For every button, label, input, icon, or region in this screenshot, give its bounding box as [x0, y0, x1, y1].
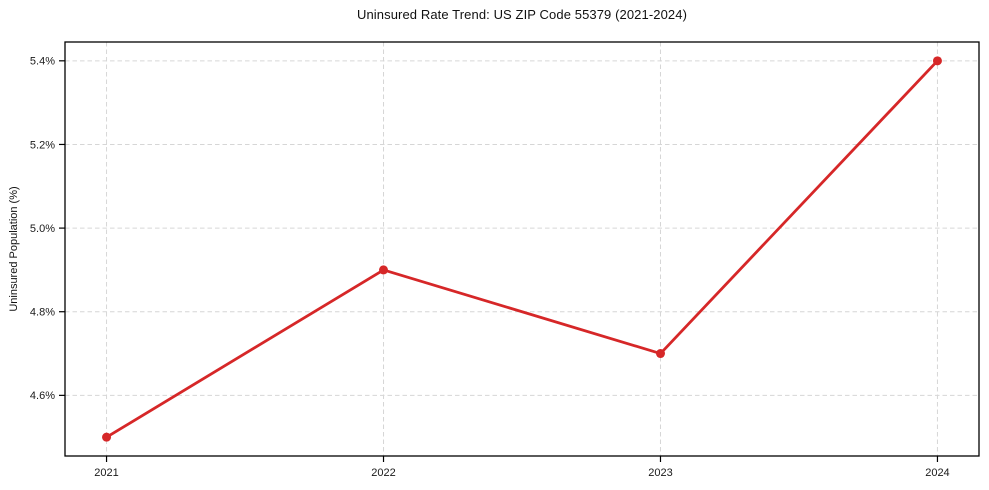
- data-point-marker: [102, 432, 112, 442]
- data-point-marker: [932, 56, 942, 66]
- trend-line: [105, 59, 939, 439]
- y-tick-label: 4.6%: [30, 390, 55, 402]
- y-axis-label: Uninsured Population (%): [8, 186, 20, 312]
- x-tick-label: 2022: [371, 467, 395, 479]
- x-tick-label: 2021: [94, 467, 118, 479]
- data-point-marker: [379, 265, 389, 275]
- data-point-marker: [655, 349, 665, 359]
- x-tick-label: 2024: [925, 467, 949, 479]
- chart-title: Uninsured Rate Trend: US ZIP Code 55379 …: [356, 7, 688, 22]
- y-tick-label: 5.4%: [30, 56, 55, 68]
- x-tick-label: 2023: [648, 467, 672, 479]
- y-tick-label: 4.8%: [30, 307, 55, 319]
- plot-border: [64, 41, 980, 457]
- y-tick-label: 5.0%: [30, 223, 55, 235]
- y-tick-label: 5.2%: [30, 139, 55, 151]
